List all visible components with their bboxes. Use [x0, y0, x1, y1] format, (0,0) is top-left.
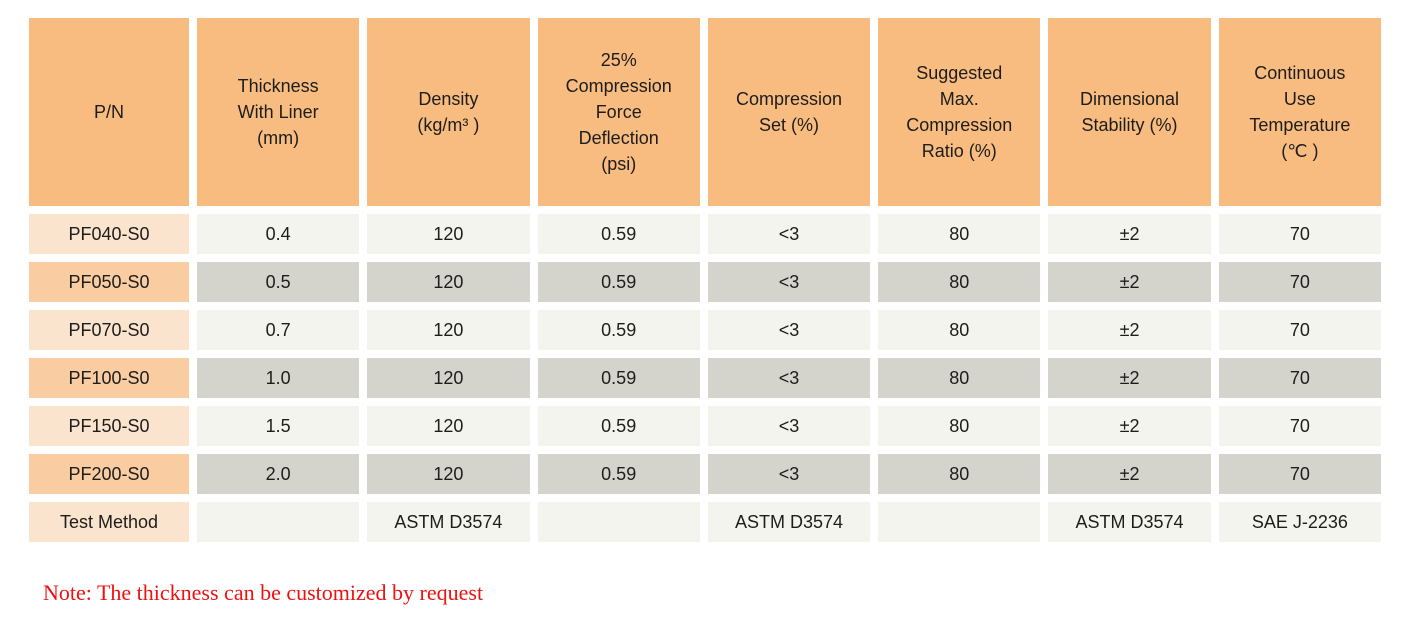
- data-cell: ±2: [1048, 406, 1211, 446]
- data-cell: 70: [1218, 214, 1381, 254]
- data-cell: [878, 502, 1041, 542]
- data-cell: <3: [707, 358, 871, 398]
- table-row: PF070-S0 0.7 120 0.59 <3 80 ±2 70: [29, 310, 1381, 350]
- data-cell: <3: [707, 262, 871, 302]
- data-cell: 1.0: [197, 358, 360, 398]
- data-cell: <3: [707, 454, 871, 494]
- data-cell: 120: [367, 358, 530, 398]
- data-cell: 0.4: [197, 214, 360, 254]
- table-row: PF040-S0 0.4 120 0.59 <3 80 ±2 70: [29, 214, 1381, 254]
- data-cell: 70: [1218, 262, 1381, 302]
- pn-cell: PF150-S0: [29, 406, 189, 446]
- data-cell: 70: [1218, 358, 1381, 398]
- pn-cell: PF100-S0: [29, 358, 189, 398]
- data-cell: ASTM D3574: [367, 502, 530, 542]
- data-cell: [197, 502, 360, 542]
- data-cell: ASTM D3574: [707, 502, 871, 542]
- column-header-dimensional-stability: Dimensional Stability (%): [1048, 18, 1211, 206]
- data-cell: 0.59: [537, 214, 700, 254]
- column-header-thickness: Thickness With Liner (mm): [197, 18, 360, 206]
- data-cell: 2.0: [197, 454, 360, 494]
- pn-cell: PF070-S0: [29, 310, 189, 350]
- data-cell: [537, 502, 700, 542]
- table-row: PF200-S0 2.0 120 0.59 <3 80 ±2 70: [29, 454, 1381, 494]
- data-cell: 80: [878, 358, 1041, 398]
- pn-cell: PF200-S0: [29, 454, 189, 494]
- data-cell: 120: [367, 406, 530, 446]
- data-cell: 80: [878, 310, 1041, 350]
- test-method-label: Test Method: [29, 502, 189, 542]
- data-cell: ±2: [1048, 214, 1211, 254]
- test-method-row: Test Method ASTM D3574 ASTM D3574 ASTM D…: [29, 502, 1381, 542]
- data-cell: 70: [1218, 310, 1381, 350]
- data-cell: ±2: [1048, 358, 1211, 398]
- data-cell: 80: [878, 454, 1041, 494]
- pn-cell: PF050-S0: [29, 262, 189, 302]
- column-header-max-compression-ratio: Suggested Max. Compression Ratio (%): [878, 18, 1041, 206]
- data-cell: 70: [1218, 406, 1381, 446]
- data-cell: ±2: [1048, 310, 1211, 350]
- data-cell: 0.5: [197, 262, 360, 302]
- data-cell: 120: [367, 262, 530, 302]
- data-cell: <3: [707, 214, 871, 254]
- data-cell: 0.59: [537, 454, 700, 494]
- customization-note: Note: The thickness can be customized by…: [43, 580, 484, 605]
- data-cell: 120: [367, 214, 530, 254]
- spec-table: P/N Thickness With Liner (mm) Density (k…: [21, 10, 1389, 550]
- data-cell: ±2: [1048, 262, 1211, 302]
- table-row: PF050-S0 0.5 120 0.59 <3 80 ±2 70: [29, 262, 1381, 302]
- datasheet-page: P/N Thickness With Liner (mm) Density (k…: [21, 10, 1389, 605]
- data-cell: 120: [367, 454, 530, 494]
- column-header-compression-force-deflection: 25% Compression Force Deflection (psi): [537, 18, 700, 206]
- data-cell: 120: [367, 310, 530, 350]
- data-cell: <3: [707, 406, 871, 446]
- header-row: P/N Thickness With Liner (mm) Density (k…: [29, 18, 1381, 206]
- data-cell: 0.59: [537, 406, 700, 446]
- data-cell: ASTM D3574: [1048, 502, 1211, 542]
- column-header-pn: P/N: [29, 18, 189, 206]
- data-cell: 0.7: [197, 310, 360, 350]
- data-cell: 1.5: [197, 406, 360, 446]
- pn-cell: PF040-S0: [29, 214, 189, 254]
- column-header-density: Density (kg/m³ ): [367, 18, 530, 206]
- data-cell: 0.59: [537, 262, 700, 302]
- data-cell: 0.59: [537, 358, 700, 398]
- data-cell: 0.59: [537, 310, 700, 350]
- data-cell: 80: [878, 262, 1041, 302]
- data-cell: SAE J-2236: [1218, 502, 1381, 542]
- data-cell: 80: [878, 214, 1041, 254]
- column-header-continuous-use-temperature: Continuous Use Temperature (℃ ): [1218, 18, 1381, 206]
- column-header-compression-set: Compression Set (%): [707, 18, 871, 206]
- table-row: PF100-S0 1.0 120 0.59 <3 80 ±2 70: [29, 358, 1381, 398]
- data-cell: 70: [1218, 454, 1381, 494]
- data-cell: ±2: [1048, 454, 1211, 494]
- table-row: PF150-S0 1.5 120 0.59 <3 80 ±2 70: [29, 406, 1381, 446]
- data-cell: <3: [707, 310, 871, 350]
- data-cell: 80: [878, 406, 1041, 446]
